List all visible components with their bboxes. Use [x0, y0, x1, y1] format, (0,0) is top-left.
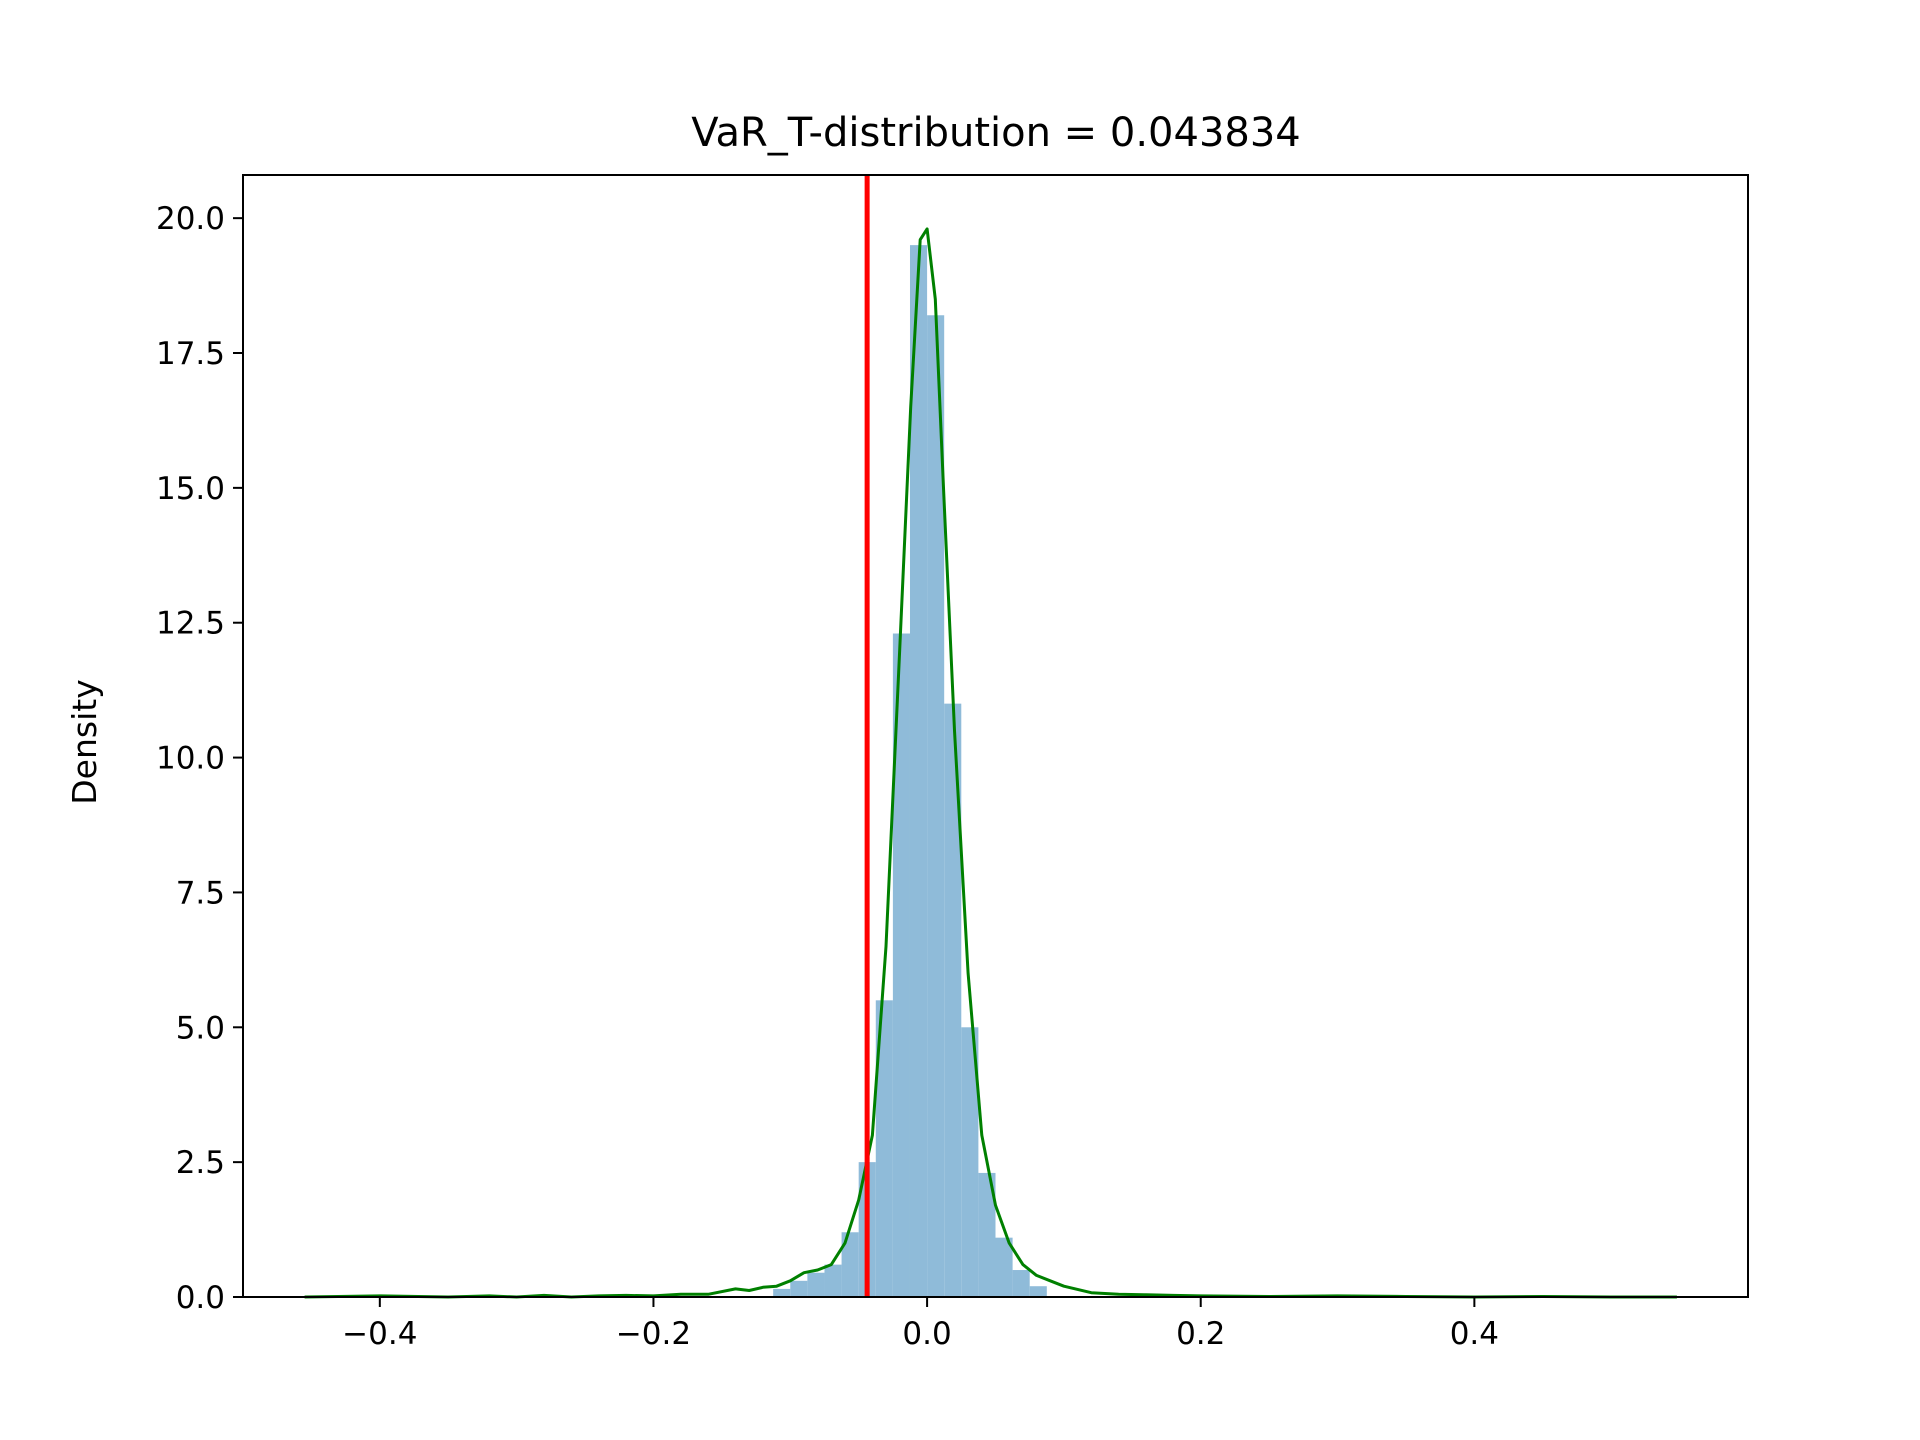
y-tick-label: 15.0	[156, 471, 225, 507]
x-tick-label: −0.2	[616, 1316, 691, 1352]
histogram-bar-2	[807, 1272, 825, 1297]
y-axis-ticks: 0.0 2.5 5.0 7.5 10.0 12.5 15.0 17.5 20.0	[156, 201, 243, 1316]
x-axis-ticks: −0.4 −0.2 0.0 0.2 0.4	[342, 1297, 1499, 1352]
y-tick-label: 7.5	[176, 875, 225, 911]
histogram-bar-12	[978, 1172, 996, 1297]
x-tick-label: −0.4	[342, 1316, 417, 1352]
histogram-bar-10	[944, 703, 962, 1297]
histogram-bar-14	[1012, 1270, 1030, 1297]
histogram-bar-6	[875, 1000, 893, 1297]
histogram-bar-4	[841, 1232, 859, 1297]
y-tick-label: 17.5	[156, 336, 225, 372]
histogram-bar-3	[824, 1264, 842, 1297]
histogram-bar-9	[927, 315, 945, 1297]
density-curve	[304, 227, 1677, 1299]
y-tick-label: 5.0	[176, 1010, 225, 1046]
y-tick-label: 12.5	[156, 606, 225, 642]
x-tick-label: 0.0	[902, 1316, 951, 1352]
y-tick-label: 2.5	[176, 1145, 225, 1181]
histogram-bar-13	[995, 1237, 1013, 1297]
y-axis-label: Density	[65, 679, 104, 804]
plot-area	[304, 175, 1677, 1299]
histogram-bar-1	[790, 1280, 808, 1297]
y-tick-label: 10.0	[156, 741, 225, 777]
histogram-bar-0	[773, 1288, 791, 1297]
x-tick-label: 0.4	[1450, 1316, 1499, 1352]
chart-title: VaR_T-distribution = 0.043834	[691, 110, 1301, 156]
x-tick-label: 0.2	[1176, 1316, 1225, 1352]
y-tick-label: 20.0	[156, 201, 225, 237]
histogram-bar-15	[1029, 1286, 1047, 1297]
axes-frame	[242, 174, 1749, 1298]
histogram-bars	[773, 245, 1047, 1297]
histogram-bar-11	[961, 1027, 979, 1297]
histogram-bar-8	[909, 245, 928, 1297]
y-tick-label: 0.0	[176, 1280, 225, 1316]
histogram-bar-7	[892, 633, 910, 1297]
